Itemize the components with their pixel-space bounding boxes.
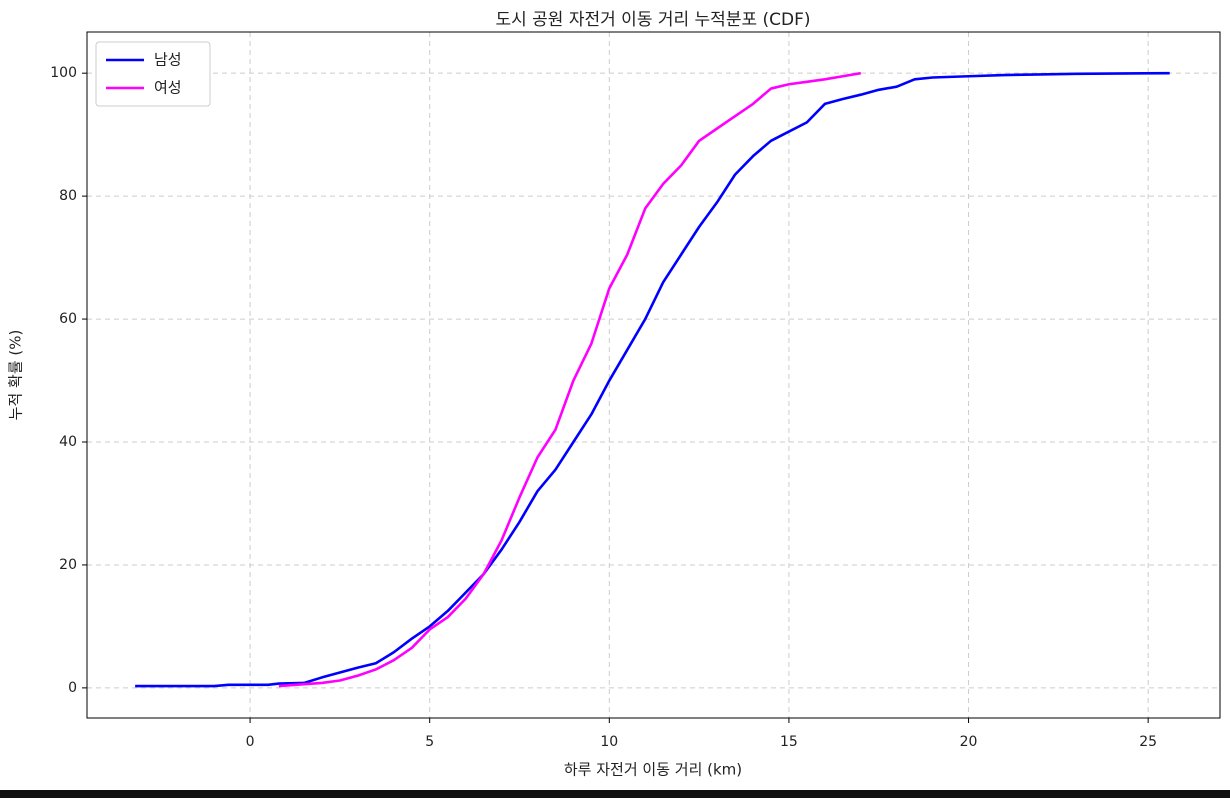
y-tick-label: 20 <box>59 557 77 573</box>
legend-label: 남성 <box>154 51 182 69</box>
y-axis-label: 누적 확률 (%) <box>7 330 25 421</box>
x-tick-label: 15 <box>780 734 798 750</box>
y-tick-label: 40 <box>59 434 77 450</box>
line <box>135 71 1170 688</box>
bottom-bar <box>0 790 1230 798</box>
y-tick-label: 100 <box>50 65 77 81</box>
line <box>278 71 861 688</box>
x-axis-label: 하루 자전거 이동 거리 (km) <box>564 761 742 779</box>
x-tick-label: 10 <box>600 734 618 750</box>
x-tick-label: 0 <box>246 734 255 750</box>
plot-frame <box>86 31 1221 719</box>
legend-label: 여성 <box>154 79 182 97</box>
x-tick-label: 25 <box>1139 734 1157 750</box>
x-tick-label: 20 <box>960 734 978 750</box>
y-tick-label: 80 <box>59 188 77 204</box>
y-tick-label: 0 <box>68 680 77 696</box>
y-tick-label: 60 <box>59 311 77 327</box>
legend-box <box>95 41 211 107</box>
chart-title: 도시 공원 자전거 이동 거리 누적분포 (CDF) <box>495 10 810 30</box>
x-tick-label: 5 <box>425 734 434 750</box>
